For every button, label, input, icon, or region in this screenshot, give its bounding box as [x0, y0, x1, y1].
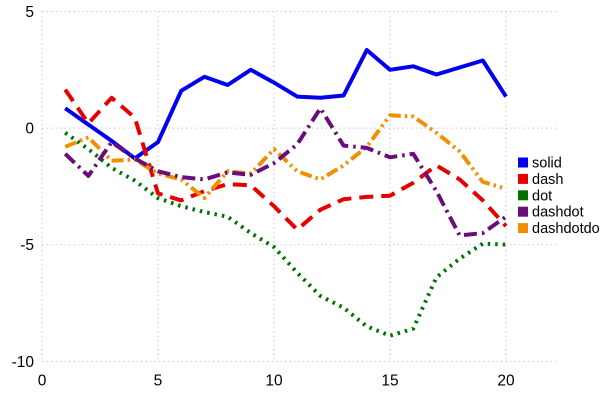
- legend-swatch-dot: [518, 190, 528, 201]
- legend-label-dashdot: dashdot: [532, 205, 584, 221]
- series-line-solid: [64, 48, 508, 161]
- series-line-dash: [63, 88, 508, 232]
- x-tick-label-5: 5: [154, 372, 163, 389]
- y-tick-label--5: -5: [20, 237, 34, 254]
- legend-swatch-dash: [518, 173, 528, 184]
- legend-swatch-dashdotdot: [518, 223, 528, 234]
- x-axis-tick-labels: 0 5 10 15 20: [38, 372, 515, 389]
- legend-swatch-dashdot: [518, 206, 528, 217]
- legend-swatch-solid: [518, 157, 528, 168]
- series-line-dashdot: [63, 106, 508, 238]
- y-axis-tick-labels: 5 0 -5 -10: [12, 4, 35, 371]
- legend-label-dash: dash: [532, 172, 563, 188]
- series-line-dashdotdot: [64, 113, 507, 201]
- legend-label-solid: solid: [532, 156, 562, 172]
- x-tick-label-15: 15: [381, 372, 398, 389]
- x-tick-label-20: 20: [497, 372, 515, 389]
- gridlines: [41, 11, 557, 362]
- series-line-dot: [64, 131, 507, 338]
- legend-label-dashdotdot: dashdotdot: [532, 221, 600, 237]
- x-tick-label-0: 0: [38, 372, 47, 389]
- y-tick-label--10: -10: [12, 354, 35, 371]
- series-lines: [63, 48, 508, 338]
- y-tick-label-5: 5: [25, 4, 34, 21]
- legend-label-dot: dot: [532, 188, 552, 204]
- y-tick-label-0: 0: [25, 121, 34, 138]
- x-tick-label-10: 10: [265, 372, 283, 389]
